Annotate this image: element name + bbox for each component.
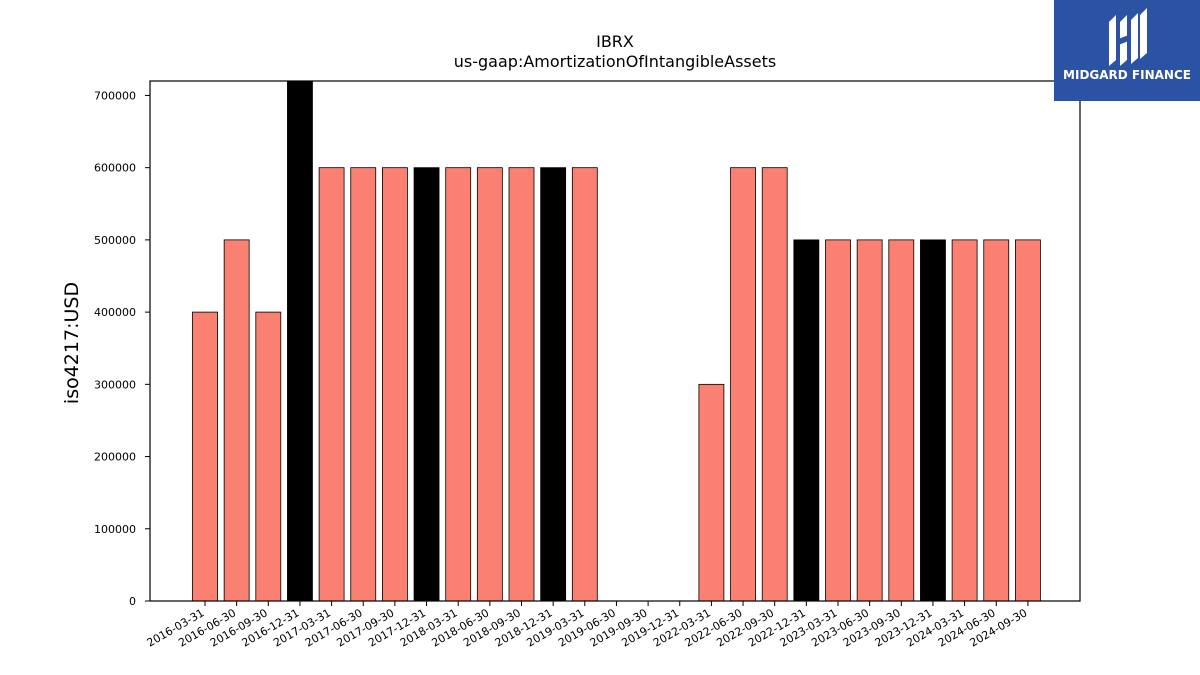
bar [508,167,535,602]
bar [888,239,915,602]
bar [381,167,408,602]
bar [445,167,472,602]
brand-logo: MIDGARD FINANCE [1054,0,1200,101]
bar [825,239,851,602]
chart-title: IBRX [596,32,634,51]
y-tick-label: 400000 [94,306,136,319]
y-tick-label: 700000 [94,89,136,102]
bar [793,239,820,602]
bar [761,167,788,602]
bar [730,167,756,602]
bar [540,167,567,602]
bar [698,383,725,602]
bar [192,311,218,602]
bar [413,167,440,602]
bar [476,167,503,602]
bar [856,239,883,602]
bar [223,239,250,602]
bar [287,80,313,602]
y-tick-label: 500000 [94,234,136,247]
bar [983,239,1010,602]
bar [1015,239,1041,602]
bar [255,311,282,602]
bar [951,239,978,602]
y-tick-label: 600000 [94,162,136,175]
brand-name: MIDGARD FINANCE [1063,68,1191,82]
x-axis: 2016-03-312016-06-302016-09-302016-12-31… [145,601,1029,650]
y-tick-label: 200000 [94,451,136,464]
y-axis: 0 100000 200000 300000 400000 500000 600000 700… [94,89,150,608]
y-tick-label: 300000 [94,378,136,391]
chart-subtitle: us-gaap:AmortizationOfIntangibleAssets [453,52,777,71]
bar [571,167,598,602]
bar [920,239,946,602]
bar [318,167,345,602]
y-tick-label: 0 [129,595,136,608]
brand-mark-icon [1109,8,1147,66]
y-axis-label: iso4217:USD [61,282,83,404]
y-tick-label: 100000 [94,523,136,536]
plot-frame [149,80,1081,602]
bar [350,167,377,602]
bars [192,80,1041,602]
